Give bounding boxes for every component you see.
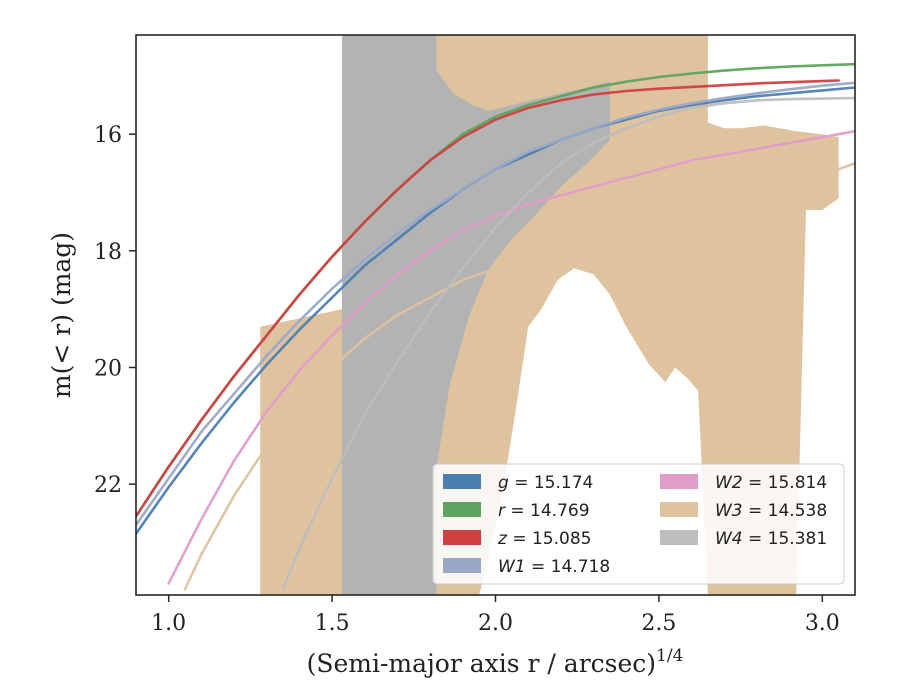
legend-symbol: r: [498, 501, 506, 521]
legend-label: r = 14.769: [498, 501, 590, 521]
legend-value: = 15.381: [743, 529, 828, 549]
y-tick-label: 16: [94, 123, 122, 148]
legend-entry-g: g = 15.174: [443, 473, 593, 493]
y-tick-label: 20: [94, 357, 122, 382]
x-axis-label-exponent: 1/4: [656, 646, 683, 666]
x-tick-label: 2.5: [641, 611, 676, 636]
legend-entry-r: r = 14.769: [443, 501, 590, 521]
series-line-z: [136, 79, 840, 518]
x-tick-label: 1.5: [315, 611, 350, 636]
legend-swatch: [660, 474, 698, 489]
legend-symbol: W2: [715, 473, 743, 493]
legend-symbol: W1: [498, 557, 526, 577]
legend-label: z = 15.085: [497, 529, 591, 549]
curves: [136, 62, 855, 591]
series-line-W3: [183, 162, 855, 591]
uncertainty-bands: [260, 35, 839, 595]
series-line-W4: [281, 96, 855, 591]
x-axis-label-text: (Semi-major axis r / arcsec): [307, 649, 656, 678]
y-tick-label: 18: [94, 240, 122, 265]
y-axis-label: m(< r) (mag): [47, 232, 76, 398]
axis-ticks: 1.0 1.5 2.0 2.5 3.0 16 18 20 22: [94, 123, 840, 636]
legend-entry-z: z = 15.085: [443, 529, 591, 549]
y-tick-label: 22: [94, 473, 122, 498]
legend-swatch: [443, 530, 481, 545]
legend-value: = 15.085: [507, 529, 592, 549]
legend-entry-W3: W3 = 14.538: [660, 501, 827, 521]
legend-frame: [432, 463, 845, 585]
legend-value: = 14.718: [526, 557, 611, 577]
legend-symbol: W3: [715, 501, 743, 521]
legend-swatch: [443, 502, 481, 517]
band-1: [341, 35, 610, 595]
legend-label: W3 = 14.538: [715, 501, 827, 521]
legend-swatch: [660, 530, 698, 545]
legend-label: W4 = 15.381: [715, 529, 827, 549]
x-tick-label: 1.0: [151, 611, 186, 636]
legend-swatch: [660, 502, 698, 517]
legend-entry-W1: W1 = 14.718: [443, 557, 610, 577]
x-axis-label: (Semi-major axis r / arcsec)1/4: [307, 646, 684, 678]
legend-entry-W2: W2 = 15.814: [660, 473, 827, 493]
legend-value: = 14.769: [505, 501, 590, 521]
legend-swatch: [443, 558, 481, 573]
legend-swatch: [443, 474, 481, 489]
legend-symbol: z: [497, 529, 508, 549]
legend-symbol: W4: [715, 529, 743, 549]
x-tick-label: 2.0: [478, 611, 513, 636]
series-line-W1: [136, 81, 855, 527]
legend-label: W1 = 14.718: [498, 557, 610, 577]
legend-entry-W4: W4 = 15.381: [660, 529, 827, 549]
legend-label: g = 15.174: [498, 473, 593, 493]
legend-label: W2 = 15.814: [715, 473, 827, 493]
legend-symbol: g: [498, 473, 509, 493]
legend-value: = 14.538: [743, 501, 828, 521]
x-tick-label: 3.0: [805, 611, 840, 636]
legend-value: = 15.174: [509, 473, 594, 493]
legend-value: = 15.814: [743, 473, 828, 493]
